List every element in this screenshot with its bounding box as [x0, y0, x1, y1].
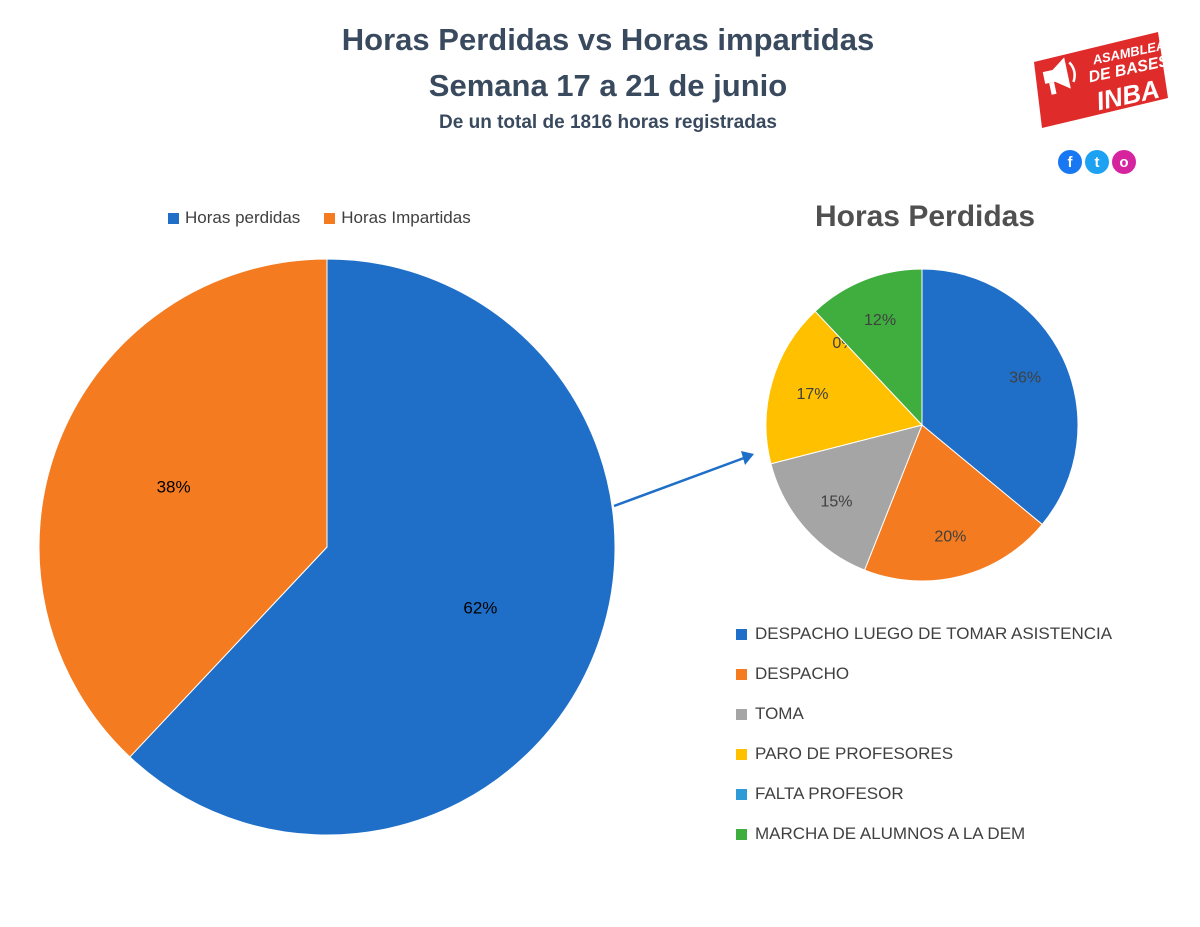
- legend-item-paro-profesores: PARO DE PROFESORES: [736, 734, 1112, 774]
- legend-item-horas-impartidas: Horas Impartidas: [324, 208, 471, 228]
- facebook-icon[interactable]: f: [1058, 150, 1082, 174]
- pie-slice-paro-profesores: [765, 310, 923, 465]
- page-subtitle: De un total de 1816 horas registradas: [439, 112, 777, 133]
- data-label-despacho-asistencia: 36%: [1009, 369, 1041, 386]
- main-pie-chart: 62% 38%: [38, 258, 616, 836]
- legend-label: PARO DE PROFESORES: [755, 744, 954, 763]
- legend-swatch: [736, 788, 747, 800]
- legend-item-despacho-asistencia: DESPACHO LUEGO DE TOMAR ASISTENCIA: [736, 614, 1112, 654]
- pie-slice-horas-perdidas: [129, 258, 616, 836]
- legend-label: DESPACHO: [755, 664, 850, 683]
- sub-pie-legend: DESPACHO LUEGO DE TOMAR ASISTENCIA DESPA…: [736, 614, 1112, 854]
- page-title-week: Semana 17 a 21 de junio: [428, 68, 788, 103]
- legend-swatch: [324, 212, 336, 224]
- legend-label: Horas perdidas: [185, 208, 301, 227]
- legend-label: FALTA PROFESOR: [755, 784, 904, 803]
- pie-slice-despacho-asistencia: [921, 268, 1079, 526]
- instagram-icon[interactable]: o: [1112, 150, 1136, 174]
- data-label-toma: 15%: [820, 493, 852, 510]
- legend-swatch: [736, 828, 747, 840]
- legend-item-toma: TOMA: [736, 694, 1112, 734]
- pie-slice-despacho: [863, 424, 1043, 582]
- pie-slice-horas-impartidas: [38, 258, 328, 758]
- legend-item-horas-perdidas: Horas perdidas: [168, 208, 300, 228]
- pie-slice-marcha-alumnos: [814, 268, 923, 427]
- legend-label: MARCHA DE ALUMNOS A LA DEM: [755, 824, 1026, 843]
- data-label-marcha-alumnos: 12%: [864, 312, 896, 329]
- legend-swatch: [736, 708, 747, 720]
- data-label-despacho: 20%: [934, 528, 966, 545]
- legend-label: TOMA: [755, 704, 804, 723]
- page-title: Horas Perdidas vs Horas impartidas: [341, 22, 875, 57]
- legend-swatch: [168, 212, 179, 224]
- asamblea-logo: ASAMBLEA DE BASES INBA: [1030, 32, 1171, 128]
- connector-arrow-head: [741, 451, 754, 465]
- sub-pie-chart: 36%20%15%17%0%12%: [765, 268, 1079, 582]
- legend-label: DESPACHO LUEGO DE TOMAR ASISTENCIA: [755, 624, 1113, 643]
- main-pie-legend: Horas perdidas Horas Impartidas: [168, 208, 471, 228]
- legend-item-falta-profesor: FALTA PROFESOR: [736, 774, 1112, 814]
- legend-swatch: [736, 748, 747, 760]
- legend-item-marcha-alumnos: MARCHA DE ALUMNOS A LA DEM: [736, 814, 1112, 854]
- twitter-icon[interactable]: t: [1085, 150, 1109, 174]
- legend-swatch: [736, 668, 747, 680]
- connector-arrow-line: [613, 456, 745, 508]
- legend-item-despacho: DESPACHO: [736, 654, 1112, 694]
- legend-swatch: [736, 628, 747, 640]
- data-label-paro-profesores: 17%: [797, 386, 829, 403]
- sub-chart-title: Horas Perdidas: [814, 200, 1036, 233]
- data-label-horas-perdidas: 62%: [463, 599, 497, 618]
- data-label-horas-impartidas: 38%: [157, 477, 191, 496]
- legend-label: Horas Impartidas: [341, 208, 471, 227]
- social-icons: f t o: [1058, 150, 1136, 174]
- pie-slice-toma: [770, 424, 923, 571]
